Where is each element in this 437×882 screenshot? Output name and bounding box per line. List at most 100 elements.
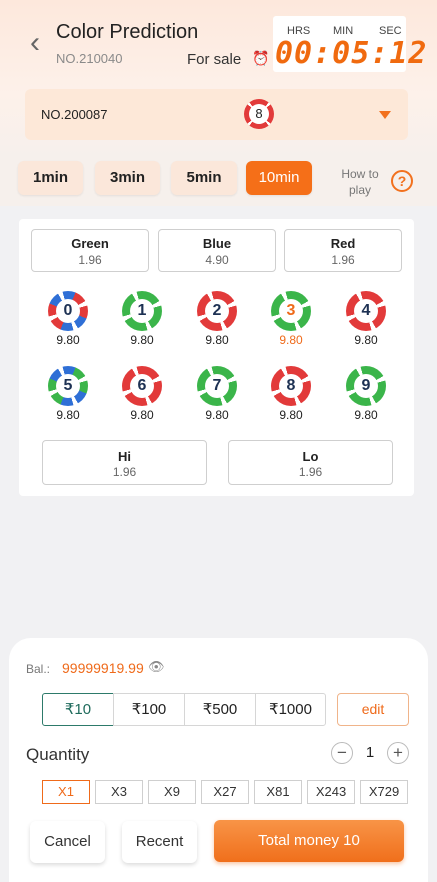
- number-ball-4[interactable]: 4 9.80: [346, 291, 386, 347]
- bet-hi-odds: 1.96: [112, 465, 137, 479]
- amount-option-1000[interactable]: ₹1000: [255, 693, 326, 726]
- balance-value: 99999919.99: [62, 660, 144, 676]
- recent-button[interactable]: Recent: [122, 821, 197, 863]
- quantity-plus-button[interactable]: +: [387, 742, 409, 764]
- ball-ring: 8: [271, 366, 311, 406]
- how-to-play-link[interactable]: How to play: [341, 167, 379, 197]
- bet-lo-button[interactable]: Lo 1.96: [228, 440, 393, 485]
- ball-number: 5: [56, 374, 80, 398]
- ball-odds: 9.80: [354, 408, 378, 422]
- cancel-button[interactable]: Cancel: [30, 821, 105, 863]
- number-ball-6[interactable]: 6 9.80: [122, 366, 162, 422]
- ball-ring: 4: [346, 291, 386, 331]
- timer-hrs-label: HRS: [287, 25, 311, 37]
- tab-3min[interactable]: 3min: [95, 161, 160, 195]
- result-ball: 8: [244, 99, 274, 129]
- total-money-button[interactable]: Total money 10: [214, 820, 404, 862]
- countdown-timer: HRS MIN SEC 00:05:12: [273, 16, 428, 72]
- multiplier-x9[interactable]: X9: [148, 780, 196, 804]
- bet-green-label: Green: [71, 236, 109, 251]
- balance-label: Bal.:: [26, 662, 51, 676]
- bet-blue-label: Blue: [202, 236, 232, 251]
- ball-ring: 1: [122, 291, 162, 331]
- ball-ring: 7: [197, 366, 237, 406]
- tab-10min[interactable]: 10min: [246, 161, 312, 195]
- ball-odds: 9.80: [130, 408, 154, 422]
- quantity-label: Quantity: [26, 745, 90, 764]
- bet-red-label: Red: [330, 236, 356, 251]
- multiplier-x27[interactable]: X27: [201, 780, 249, 804]
- number-ball-5[interactable]: 5 9.80: [48, 366, 88, 422]
- number-ball-2[interactable]: 2 9.80: [197, 291, 237, 347]
- ball-odds: 9.80: [205, 333, 229, 347]
- edit-amount-button[interactable]: edit: [337, 693, 409, 726]
- number-ball-8[interactable]: 8 9.80: [271, 366, 311, 422]
- issue-number: NO.210040: [56, 51, 123, 66]
- caret-down-icon[interactable]: [379, 111, 391, 119]
- ball-ring: 2: [197, 291, 237, 331]
- timer-min-label: MIN: [333, 25, 354, 37]
- timer-sec-label: SEC: [379, 25, 402, 37]
- previous-issue-number: NO.200087: [41, 107, 108, 122]
- ball-odds: 9.80: [130, 333, 154, 347]
- header: ‹ Color Prediction NO.210040 For sale ⏰ …: [0, 0, 437, 158]
- tab-1min[interactable]: 1min: [18, 161, 83, 195]
- amount-option-500[interactable]: ₹500: [184, 693, 256, 726]
- bet-lo-label: Lo: [302, 449, 319, 464]
- amount-option-10[interactable]: ₹10: [42, 693, 114, 726]
- ball-odds: 9.80: [279, 408, 303, 422]
- number-ball-7[interactable]: 7 9.80: [197, 366, 237, 422]
- multiplier-x729[interactable]: X729: [360, 780, 408, 804]
- ball-ring: 9: [346, 366, 386, 406]
- alarm-clock-icon: ⏰: [252, 50, 270, 66]
- bet-blue-odds: 4.90: [205, 253, 229, 267]
- timer-digits: 00:05:12: [275, 36, 428, 71]
- ball-odds: 9.80: [56, 408, 80, 422]
- quantity-minus-button[interactable]: −: [331, 742, 353, 764]
- quantity-stepper: − 1 +: [331, 742, 409, 766]
- bet-hi-button[interactable]: Hi 1.96: [42, 440, 207, 485]
- time-tabs: 1min 3min 5min 10min How to play ?: [0, 158, 437, 206]
- bet-blue-button[interactable]: Blue 4.90: [158, 229, 276, 272]
- ball-ring: 6: [122, 366, 162, 406]
- bet-hi-label: Hi: [118, 449, 131, 464]
- multiplier-x81[interactable]: X81: [254, 780, 302, 804]
- issue-dropdown[interactable]: NO.200087: [25, 89, 408, 140]
- bet-sheet: Bal.: 99999919.99 👁 ₹10 ₹100 ₹500 ₹1000 …: [9, 638, 428, 882]
- ball-odds: 9.80: [56, 333, 80, 347]
- ball-odds: 9.80: [205, 408, 229, 422]
- multiplier-x243[interactable]: X243: [307, 780, 355, 804]
- chevron-left-icon[interactable]: ‹: [30, 26, 40, 59]
- ball-number: 4: [354, 299, 378, 323]
- multiplier-x3[interactable]: X3: [95, 780, 143, 804]
- amount-option-100[interactable]: ₹100: [113, 693, 185, 726]
- number-ball-0[interactable]: 0 9.80: [48, 291, 88, 347]
- quantity-value: 1: [365, 744, 375, 761]
- tab-5min[interactable]: 5min: [171, 161, 237, 195]
- sale-status: For sale: [187, 51, 242, 68]
- ball-number: 9: [354, 374, 378, 398]
- bet-green-odds: 1.96: [78, 253, 102, 267]
- eye-icon[interactable]: 👁: [148, 659, 165, 674]
- multiplier-x1[interactable]: X1: [42, 780, 90, 804]
- bet-panel: Green 1.96 Blue 4.90 Red 1.96 0 9.80 1 9…: [19, 219, 414, 496]
- number-ball-1[interactable]: 1 9.80: [122, 291, 162, 347]
- ball-number: 8: [279, 374, 303, 398]
- amount-selector: ₹10 ₹100 ₹500 ₹1000: [42, 693, 326, 726]
- bet-lo-odds: 1.96: [298, 465, 323, 479]
- bet-green-button[interactable]: Green 1.96: [31, 229, 149, 272]
- bet-red-button[interactable]: Red 1.96: [284, 229, 402, 272]
- ball-number: 6: [130, 374, 154, 398]
- ball-number: 2: [205, 299, 229, 323]
- page-title: Color Prediction: [56, 21, 199, 43]
- ball-odds: 9.80: [279, 333, 303, 347]
- question-circle-icon[interactable]: ?: [391, 170, 413, 192]
- number-ball-3[interactable]: 3 9.80: [271, 291, 311, 347]
- ball-ring: 3: [271, 291, 311, 331]
- bet-red-odds: 1.96: [331, 253, 355, 267]
- ball-number: 1: [130, 299, 154, 323]
- ball-ring: 5: [48, 366, 88, 406]
- ball-ring: 0: [48, 291, 88, 331]
- result-ball-number: 8: [249, 104, 269, 124]
- number-ball-9[interactable]: 9 9.80: [346, 366, 386, 422]
